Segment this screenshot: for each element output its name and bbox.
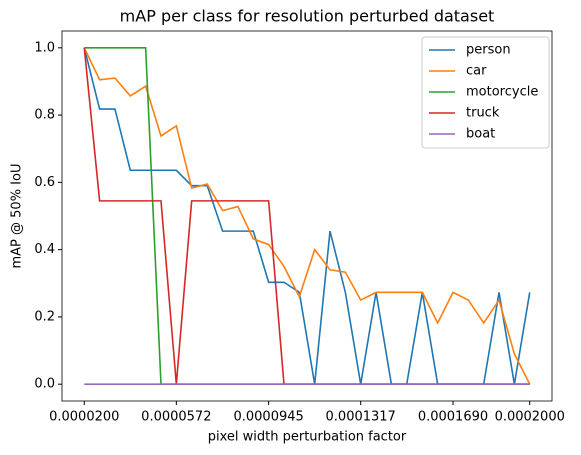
y-tick-label: 0.4 <box>34 242 55 257</box>
y-tick-label: 1.0 <box>34 40 55 55</box>
y-tick-label: 0.6 <box>34 175 55 190</box>
x-tick-label: 0.0001317 <box>326 410 396 425</box>
plot-frame <box>61 30 553 402</box>
legend-label: person <box>466 43 511 58</box>
legend-label: motorcycle <box>466 85 538 100</box>
series-line <box>83 47 531 385</box>
legend-label: car <box>466 64 487 79</box>
x-tick-label: 0.0001690 <box>418 410 488 425</box>
legend-box <box>421 36 550 149</box>
x-tick-label: 0.0000200 <box>49 410 119 425</box>
y-tick-label: 0.0 <box>34 377 55 392</box>
legend-label: truck <box>466 106 500 121</box>
x-axis-label: pixel width perturbation factor <box>208 430 407 445</box>
x-tick-label: 0.0000572 <box>141 410 211 425</box>
y-tick-label: 0.8 <box>34 108 55 123</box>
x-tick-label: 0.0002000 <box>495 410 565 425</box>
y-tick-label: 0.2 <box>34 309 55 324</box>
chart-title: mAP per class for resolution perturbed d… <box>120 7 495 26</box>
x-tick-label: 0.0000945 <box>233 410 303 425</box>
y-axis-label: mAP @ 50% IoU <box>10 164 25 269</box>
legend-label: boat <box>466 127 495 142</box>
